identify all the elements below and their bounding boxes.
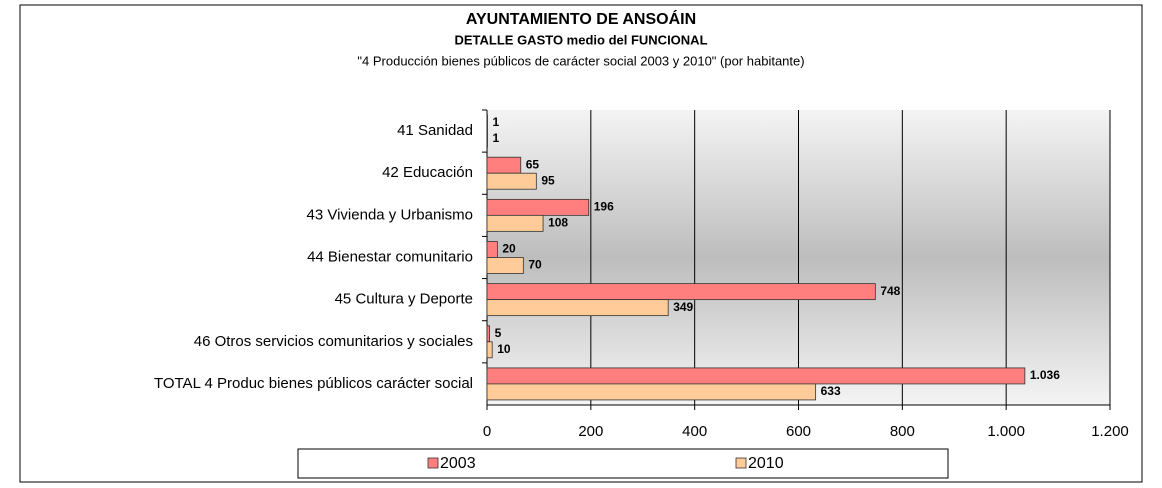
y-tick-label: TOTAL 4 Produc bienes públicos carácter … — [154, 375, 473, 392]
value-label: 349 — [673, 300, 693, 314]
bar — [486, 341, 493, 359]
value-label: 20 — [502, 242, 516, 256]
bar — [486, 198, 590, 216]
y-tick-label: 43 Vivienda y Urbanismo — [307, 206, 473, 223]
chart-caption: "4 Producción bienes públicos de carácte… — [357, 53, 804, 68]
bar — [486, 214, 544, 232]
x-tick-label: 600 — [786, 423, 811, 440]
y-tick-label: 42 Educación — [382, 164, 473, 181]
bar — [486, 283, 876, 301]
bar — [486, 130, 488, 148]
y-tick-label: 45 Cultura y Deporte — [335, 291, 473, 308]
x-tick-label: 1.200 — [1091, 423, 1129, 440]
x-tick-label: 1.000 — [987, 423, 1025, 440]
legend-label: 2010 — [748, 455, 784, 472]
legend — [297, 448, 949, 479]
bar — [486, 156, 522, 174]
value-label: 196 — [594, 200, 614, 214]
value-label: 70 — [528, 258, 542, 272]
value-label: 1 — [493, 131, 500, 145]
legend-swatch — [427, 457, 439, 469]
value-label: 5 — [495, 326, 502, 340]
x-tick-label: 400 — [682, 423, 707, 440]
bar — [486, 367, 1026, 385]
legend-label: 2003 — [440, 455, 476, 472]
y-tick-label: 46 Otros servicios comunitarios y social… — [194, 333, 473, 350]
bar — [486, 257, 524, 274]
chart-title: AYUNTAMIENTO DE ANSOÁIN — [466, 9, 696, 28]
x-tick-label: 800 — [890, 423, 915, 440]
y-tick-label: 44 Bienestar comunitario — [307, 248, 473, 265]
bar — [486, 241, 498, 258]
value-label: 10 — [497, 342, 511, 356]
bar — [486, 299, 669, 317]
legend-swatch — [735, 457, 747, 469]
bar — [486, 172, 537, 190]
value-label: 108 — [548, 216, 568, 230]
value-label: 1 — [493, 115, 500, 129]
y-tick-label: 41 Sanidad — [397, 122, 473, 139]
value-label: 65 — [526, 157, 540, 171]
x-tick-label: 200 — [578, 423, 603, 440]
value-label: 633 — [821, 384, 841, 398]
value-label: 748 — [880, 284, 900, 298]
value-label: 1.036 — [1030, 368, 1060, 382]
bar — [486, 325, 490, 343]
bar — [486, 383, 817, 401]
chart-subtitle: DETALLE GASTO medio del FUNCIONAL — [454, 32, 707, 47]
bar — [486, 114, 488, 132]
x-tick-label: 0 — [483, 423, 491, 440]
value-label: 95 — [541, 173, 555, 187]
